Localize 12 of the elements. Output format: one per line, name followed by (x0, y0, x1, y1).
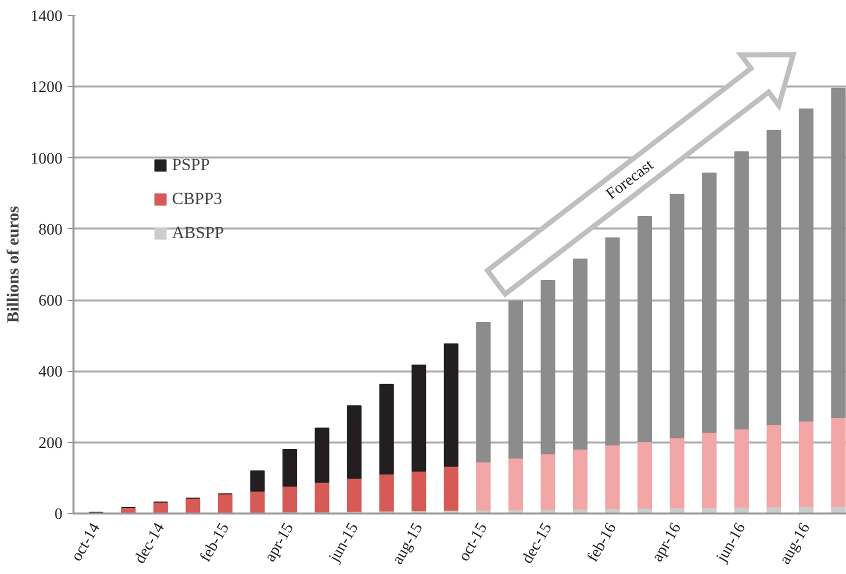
y-tick-label: 1000 (30, 150, 62, 168)
y-tick-label: 1200 (30, 79, 62, 96)
y-tick-label: 0 (54, 506, 62, 523)
y-axis-title: Billions of euros (4, 206, 22, 323)
y-tick-label: 400 (38, 364, 62, 381)
y-tick-label: 200 (38, 434, 62, 452)
legend-label: PSPP (172, 155, 210, 175)
y-tick-label: 600 (38, 292, 62, 310)
legend-label: ABSPP (172, 223, 224, 243)
y-tick-label: 800 (38, 221, 62, 238)
y-tick-label: 1400 (30, 8, 62, 25)
legend-label: CBPP3 (172, 189, 222, 209)
